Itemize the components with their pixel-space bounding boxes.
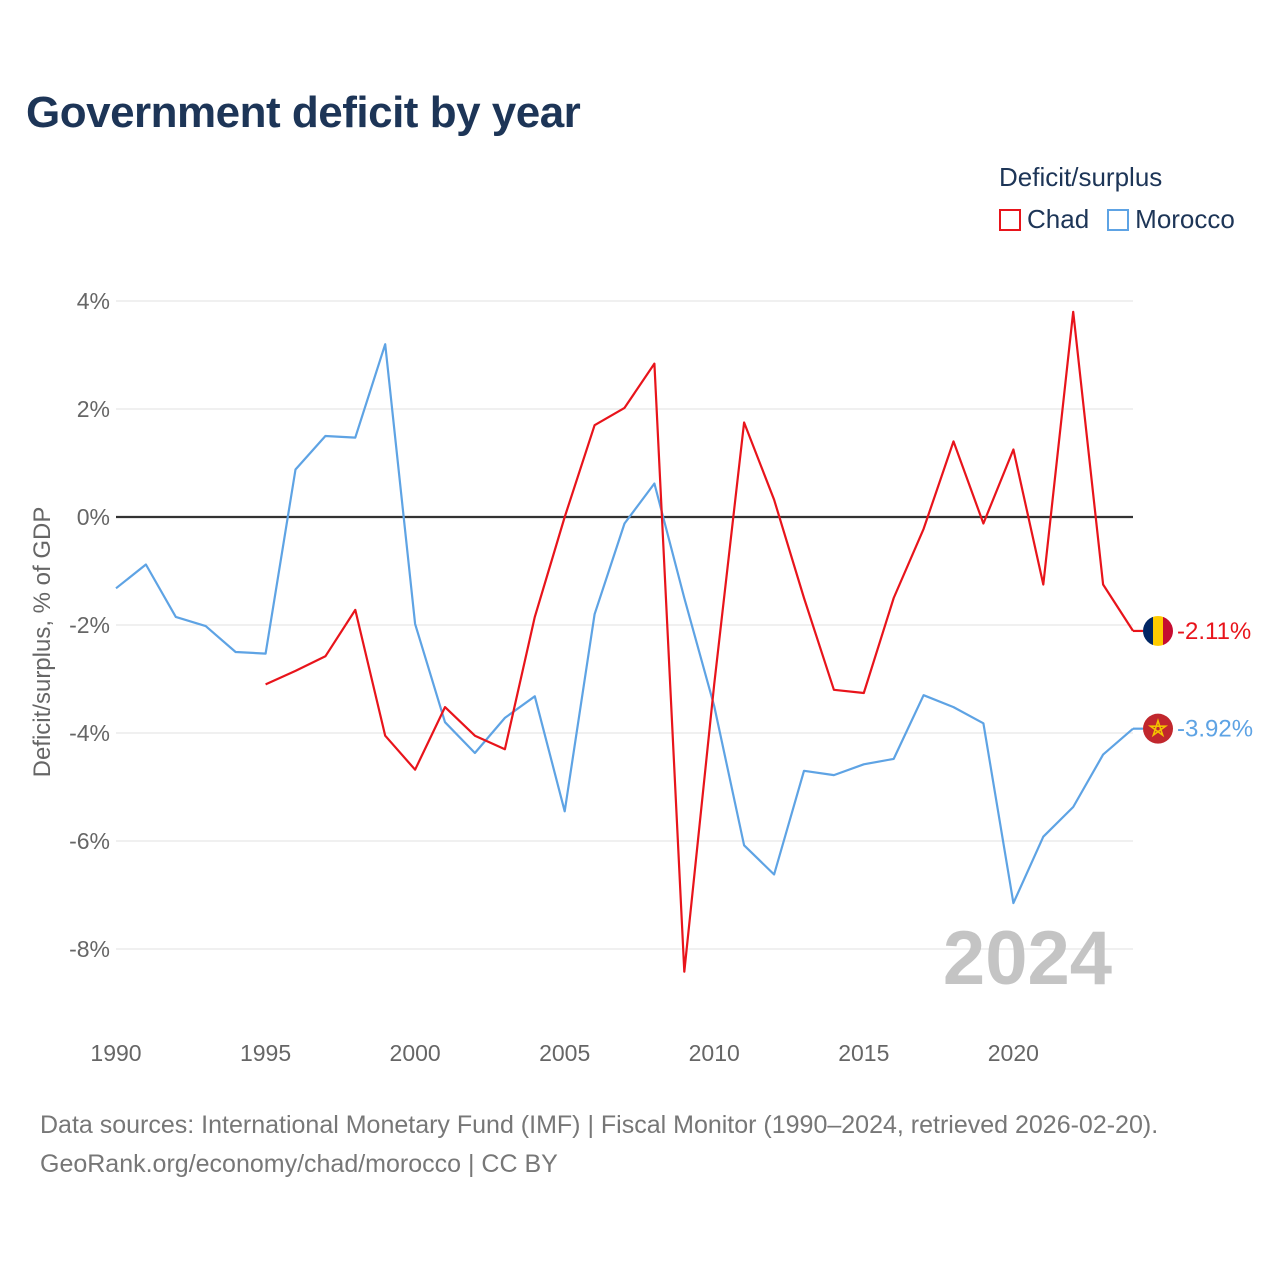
x-axis-ticks: 1990 1995 2000 2005 2010 2015 2020 [90,1040,1039,1066]
x-tick-label: 2000 [390,1040,441,1066]
y-tick-label: 2% [77,396,110,422]
y-tick-label: -2% [69,612,110,638]
morocco-flag-icon [1143,713,1173,744]
legend-label-morocco: Morocco [1135,204,1235,234]
legend: Chad Morocco [999,204,1253,235]
legend-title: Deficit/surplus [999,162,1163,192]
x-tick-label: 2020 [988,1040,1039,1066]
y-axis-label: Deficit/surplus, % of GDP [29,507,56,778]
year-watermark: 2024 [943,916,1112,1001]
y-tick-label: -4% [69,720,110,746]
legend-swatch-chad [999,208,1021,231]
gridlines [116,300,1133,950]
chad-flag-icon [1143,615,1173,646]
legend-item-morocco[interactable]: Morocco [1107,204,1235,235]
chad-end-value: -2.11% [1177,618,1251,645]
legend-swatch-morocco [1107,208,1130,231]
x-tick-label: 1995 [240,1040,291,1066]
morocco-end-value: -3.92% [1177,716,1253,743]
credit-line: GeoRank.org/economy/chad/morocco | CC BY [40,1150,558,1178]
legend-item-chad[interactable]: Chad [999,204,1089,235]
x-tick-label: 1990 [90,1040,141,1066]
data-sources: Data sources: International Monetary Fun… [40,1111,1159,1139]
series-lines [115,310,1143,973]
x-tick-label: 2010 [689,1040,740,1066]
series-end-markers: -2.11% -3.92% [1143,615,1253,744]
y-axis-ticks: 4% 2% 0% -2% -4% -6% -8% [69,288,110,962]
legend-label-chad: Chad [1027,204,1090,234]
series-line-chad [265,310,1134,973]
footer: Data sources: International Monetary Fun… [40,1106,1158,1184]
y-tick-label: 4% [77,288,110,314]
chart-title: Government deficit by year [26,88,581,137]
y-tick-label: -6% [69,828,110,854]
series-line-morocco [115,343,1134,905]
line-chart: 4% 2% 0% -2% -4% -6% -8% 1990 1995 2000 2005 2010 2… [29,288,1253,1066]
x-tick-label: 2015 [838,1040,889,1066]
y-tick-label: 0% [77,504,110,530]
y-tick-label: -8% [69,936,110,962]
x-tick-label: 2005 [539,1040,590,1066]
